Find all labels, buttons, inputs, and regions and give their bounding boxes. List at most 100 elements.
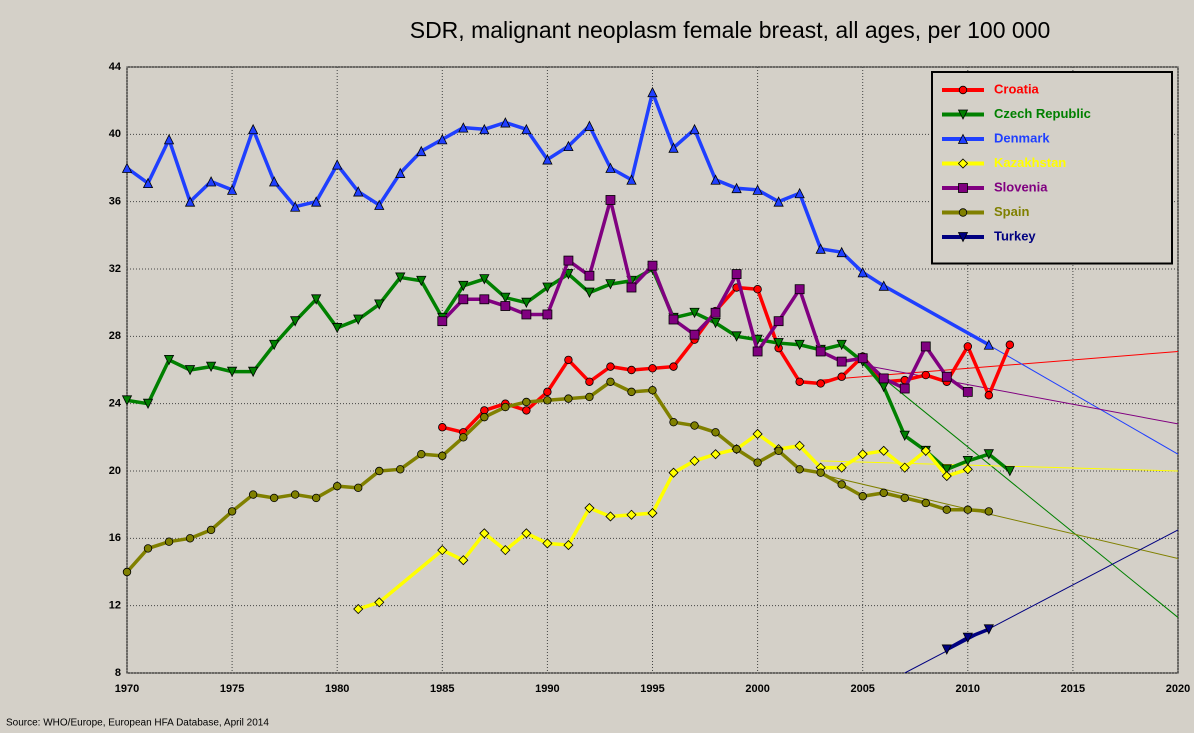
data-point <box>647 86 658 98</box>
data-point <box>647 508 658 519</box>
x-tick-label: 1985 <box>430 683 454 695</box>
legend-label: Denmark <box>994 130 1050 145</box>
data-point <box>816 379 825 388</box>
data-point <box>963 342 972 351</box>
data-point <box>794 440 805 451</box>
data-point <box>458 555 469 566</box>
data-point <box>648 386 657 395</box>
x-tick-label: 1980 <box>325 683 349 695</box>
data-point <box>479 123 490 135</box>
y-tick-label: 8 <box>115 667 121 679</box>
data-point <box>268 339 280 351</box>
data-point <box>983 624 994 635</box>
data-point <box>479 274 490 285</box>
y-tick-label: 32 <box>109 263 121 275</box>
data-point <box>375 466 384 476</box>
data-point <box>226 366 238 378</box>
chart-title: SDR, malignant neoplasm female breast, a… <box>410 17 1051 43</box>
data-point <box>626 509 637 520</box>
data-point <box>983 449 994 460</box>
data-point <box>374 299 385 310</box>
data-point <box>332 159 343 170</box>
data-point <box>942 505 951 514</box>
legend-label: Slovenia <box>994 179 1048 194</box>
data-point <box>542 154 553 165</box>
data-point <box>353 603 364 615</box>
x-tick-label: 1990 <box>535 683 559 695</box>
series-line <box>357 432 969 611</box>
data-point <box>438 451 447 461</box>
source-note: Source: WHO/Europe, European HFA Databas… <box>6 718 269 729</box>
data-point <box>290 490 300 499</box>
data-point <box>122 567 132 577</box>
data-point <box>121 162 133 173</box>
data-point <box>564 394 573 403</box>
data-point <box>941 470 952 482</box>
data-point <box>353 314 364 325</box>
data-point <box>941 644 952 655</box>
data-point <box>941 371 952 382</box>
data-point <box>962 386 973 397</box>
data-point <box>458 122 469 133</box>
data-point <box>227 507 237 516</box>
data-point <box>921 498 930 508</box>
data-point <box>543 387 552 397</box>
data-point <box>668 142 679 153</box>
data-point <box>627 365 636 375</box>
x-tick-label: 1970 <box>115 683 139 695</box>
y-tick-label: 28 <box>109 330 121 342</box>
data-point <box>585 392 594 402</box>
data-point <box>899 383 910 394</box>
data-point <box>690 421 699 430</box>
x-tick-label: 2000 <box>745 683 769 695</box>
data-point <box>163 354 175 366</box>
data-point <box>794 187 805 199</box>
data-point <box>354 483 363 493</box>
data-point <box>543 396 552 405</box>
data-point <box>731 331 742 342</box>
data-point <box>332 323 343 334</box>
x-tick-label: 2010 <box>956 683 980 695</box>
data-point <box>605 195 616 205</box>
data-point <box>837 372 846 381</box>
data-point <box>417 449 426 459</box>
data-point <box>605 511 616 522</box>
data-point <box>522 406 531 415</box>
data-point <box>542 538 553 549</box>
data-point <box>395 272 406 283</box>
data-point <box>626 282 637 293</box>
data-point <box>878 280 889 291</box>
data-point <box>416 275 427 287</box>
data-point <box>957 109 969 120</box>
data-point <box>795 465 804 474</box>
data-point <box>480 412 489 422</box>
data-point <box>958 183 968 193</box>
data-point <box>585 377 594 386</box>
data-point <box>752 428 763 440</box>
data-point <box>437 316 448 327</box>
data-point <box>248 490 258 499</box>
data-point <box>837 480 846 489</box>
data-point <box>121 395 133 406</box>
series-line <box>441 198 969 394</box>
x-tick-label: 2005 <box>850 683 874 695</box>
data-point <box>1005 340 1015 349</box>
data-point <box>374 199 385 210</box>
data-point <box>479 528 490 539</box>
data-point <box>521 528 532 539</box>
data-point <box>957 158 969 169</box>
data-point <box>731 182 742 194</box>
data-point <box>710 174 721 185</box>
data-point <box>311 294 322 305</box>
data-point <box>605 279 616 290</box>
data-point <box>542 282 553 293</box>
data-point <box>689 455 700 466</box>
data-point <box>521 297 532 309</box>
data-point <box>815 243 826 254</box>
data-point <box>142 398 154 410</box>
trend-line <box>820 473 1178 560</box>
data-point <box>437 545 448 556</box>
data-point <box>163 133 175 145</box>
data-point <box>710 307 721 318</box>
